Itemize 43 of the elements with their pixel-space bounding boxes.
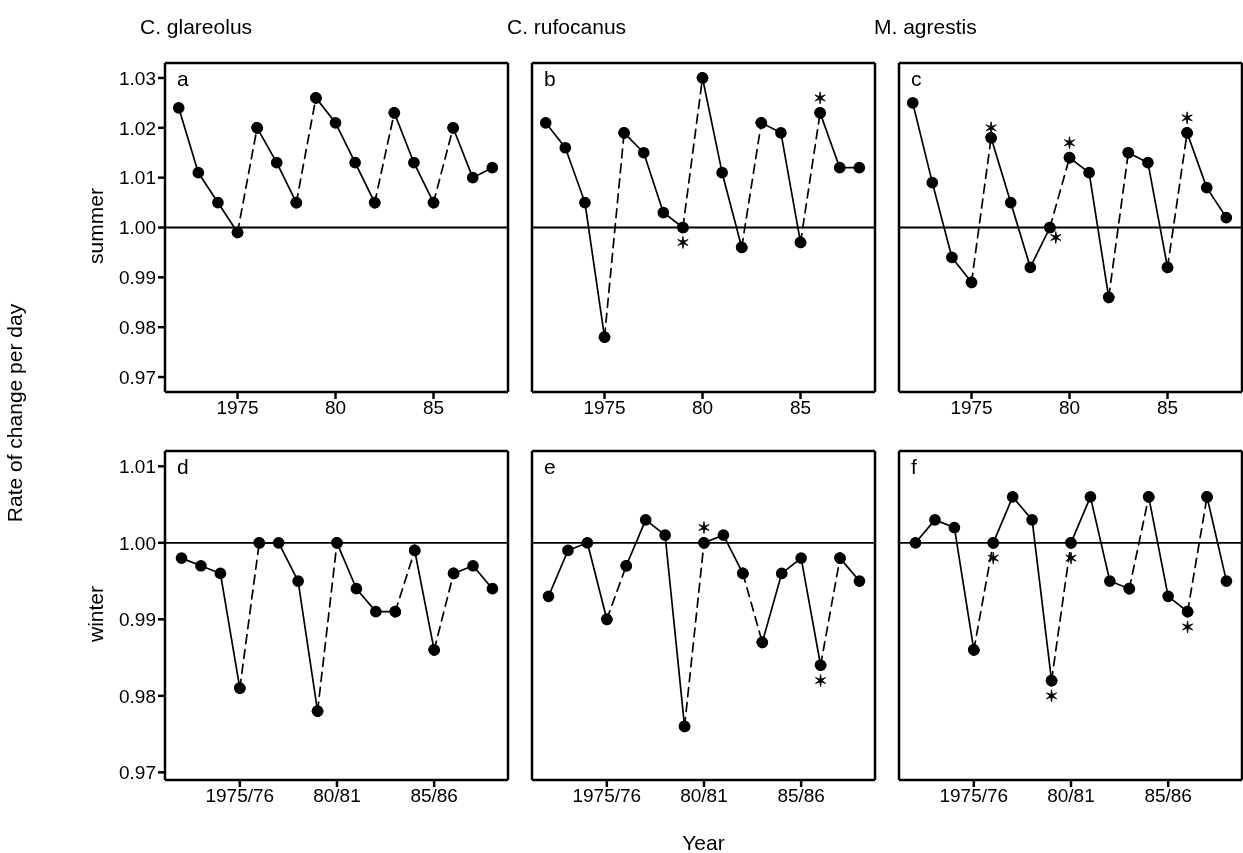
x-tick-label: 85 [1156,397,1179,419]
y-tick-label: 0.97 [119,762,156,784]
x-tick-label: 1975/76 [939,785,1009,807]
x-tick-label: 85/86 [1144,785,1192,807]
text: Rate of change per day [3,302,27,525]
chart-title: C. rufocanus [507,15,627,39]
y-tick-label: 1.03 [119,67,156,89]
x-tick-label: 1975 [216,397,259,419]
x-tick-label: 85 [422,397,445,419]
y-tick-label: 1.00 [119,532,156,554]
x-tick-label: 80/81 [1047,785,1095,807]
x-tick-label: 85/86 [777,785,825,807]
x-tick-label: 80 [1058,397,1081,419]
x-tick-label: 1975/76 [572,785,642,807]
y-tick-label: 0.97 [119,366,156,388]
annotation: e [544,455,556,479]
x-tick-label: 80/81 [313,785,361,807]
annotation: c [911,67,922,91]
y-tick-label: 1.01 [119,456,156,478]
x-tick-label: 1975/76 [205,785,275,807]
y-tick-label: 0.99 [119,267,156,289]
x-tick-label: 80 [691,397,714,419]
annotation: a [177,67,189,91]
x-axis-title: Year [682,831,725,853]
x-tick-label: 80 [324,397,347,419]
y-tick-label: 1.01 [119,167,156,189]
y-tick-label: 0.99 [119,609,156,631]
y-tick-label: 0.98 [119,316,156,338]
y-tick-label: 1.02 [119,117,156,139]
annotation: d [177,455,189,479]
x-tick-label: 85/86 [410,785,458,807]
y-axis-title: winter [84,585,108,644]
x-tick-label: 1975 [583,397,626,419]
y-tick-label: 0.98 [119,685,156,707]
y-axis-title: summer [84,187,108,266]
x-tick-label: 85 [789,397,812,419]
chart-title: C. glareolus [140,15,253,39]
x-tick-label: 80/81 [680,785,728,807]
y-tick-label: 1.00 [119,217,156,239]
chart-title: M. agrestis [874,15,977,39]
annotation: b [544,67,556,91]
annotation: f [911,455,917,479]
x-tick-label: 1975 [950,397,993,419]
